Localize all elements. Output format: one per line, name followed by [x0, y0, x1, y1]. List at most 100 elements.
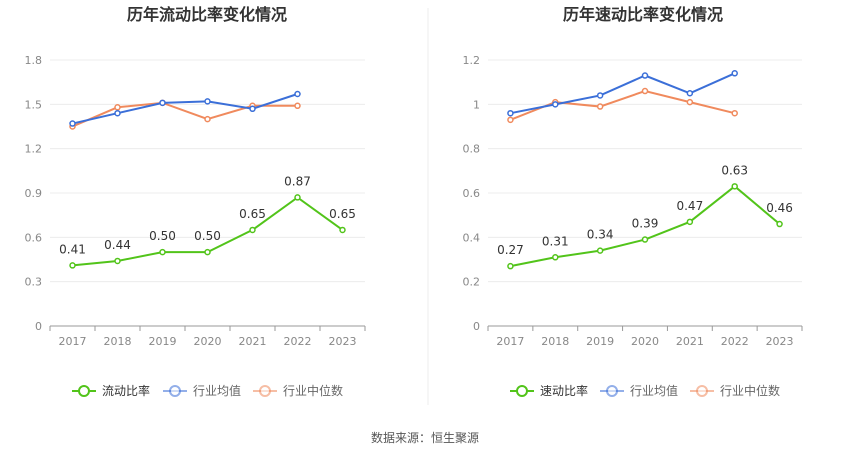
- legend-item-median: 行业中位数: [253, 383, 343, 398]
- data-point-median: [596, 103, 604, 110]
- legend-label: 行业均值: [630, 383, 678, 398]
- x-tick-label: 2019: [149, 335, 177, 348]
- data-label: 0.27: [497, 243, 524, 257]
- data-point-avg: [731, 70, 738, 77]
- data-point-company: [114, 257, 121, 265]
- legend-item-avg: 行业均值: [163, 383, 241, 398]
- x-tick-label: 2022: [284, 335, 312, 348]
- y-tick-label: 1.2: [25, 143, 43, 156]
- data-source-text: 数据来源：恒生聚源: [371, 430, 479, 445]
- data-label: 0.65: [329, 207, 356, 221]
- data-point-company: [249, 226, 256, 234]
- data-point-median: [731, 109, 738, 117]
- data-point-avg: [641, 72, 649, 79]
- data-point-avg: [204, 98, 211, 105]
- data-point-median: [507, 116, 514, 124]
- data-point-company: [731, 183, 738, 190]
- data-point-company: [776, 220, 783, 228]
- data-label: 0.87: [284, 174, 311, 188]
- y-tick-label: 0.4: [463, 231, 481, 244]
- data-point-company: [159, 248, 166, 256]
- data-label: 0.44: [104, 238, 131, 252]
- data-point-avg: [686, 90, 694, 97]
- legend-label: 行业中位数: [720, 383, 780, 398]
- data-point-median: [686, 98, 694, 106]
- data-label: 0.34: [587, 228, 614, 242]
- data-point-company: [552, 254, 559, 261]
- y-tick-label: 1.8: [25, 54, 43, 67]
- data-label: 0.31: [542, 234, 569, 248]
- x-tick-label: 2023: [329, 335, 357, 348]
- data-point-median: [114, 104, 121, 111]
- data-point-median: [641, 87, 649, 95]
- data-point-company: [294, 194, 301, 201]
- series-line-avg: [72, 93, 298, 125]
- data-point-avg: [507, 109, 514, 117]
- data-point-avg: [552, 101, 559, 108]
- data-label: 0.63: [721, 163, 748, 177]
- series-line-median: [510, 89, 735, 121]
- data-point-avg: [294, 90, 301, 98]
- data-point-company: [596, 247, 604, 254]
- x-tick-label: 2020: [631, 335, 659, 348]
- data-label: 0.39: [632, 217, 659, 231]
- legend-item-company: 速动比率: [510, 383, 588, 398]
- data-point-company: [204, 248, 211, 256]
- x-tick-label: 2018: [104, 335, 132, 348]
- y-tick-label: 0: [473, 320, 480, 333]
- y-tick-label: 0.3: [25, 276, 43, 289]
- data-point-median: [204, 115, 211, 123]
- data-label: 0.50: [194, 229, 221, 243]
- legend-swatch-marker: [606, 385, 618, 397]
- x-tick-label: 2018: [541, 335, 569, 348]
- y-tick-label: 0.8: [463, 143, 481, 156]
- x-tick-label: 2023: [766, 335, 794, 348]
- series-line-avg: [510, 72, 736, 115]
- x-tick-label: 2022: [721, 335, 749, 348]
- legend-label: 流动比率: [102, 383, 150, 398]
- x-tick-label: 2021: [239, 335, 267, 348]
- legend-swatch-marker: [516, 385, 528, 397]
- data-point-company: [507, 262, 514, 270]
- legend-label: 速动比率: [540, 383, 588, 398]
- chart-quick-ratio: 历年速动比率变化情况 0 0.2 0.4 0.6 0.8 1 1.2 2017 2018 2019 2…: [463, 5, 803, 398]
- data-label: 0.47: [676, 199, 703, 213]
- legend-label: 行业均值: [193, 383, 241, 398]
- data-point-avg: [249, 105, 256, 113]
- data-point-avg: [596, 92, 604, 99]
- legend-label: 行业中位数: [283, 383, 343, 398]
- series-line-median: [72, 101, 298, 128]
- legend-swatch-marker: [696, 385, 708, 397]
- data-point-avg: [159, 99, 166, 107]
- chart-current-ratio: 历年流动比率变化情况 0 0.3 0.6 0.9 1.2 1.5 1.8 2017 2018 201…: [25, 5, 366, 398]
- data-point-avg: [69, 120, 76, 127]
- data-point-company: [641, 236, 649, 243]
- legend-item-median: 行业中位数: [690, 383, 780, 398]
- data-point-company: [686, 218, 694, 226]
- y-tick-label: 0.2: [463, 276, 481, 289]
- chart-title: 历年速动比率变化情况: [563, 5, 723, 24]
- data-point-company: [339, 226, 346, 234]
- x-tick-label: 2019: [586, 335, 614, 348]
- y-tick-label: 0.6: [463, 187, 481, 200]
- data-point-company: [69, 262, 76, 269]
- legend-swatch-marker: [169, 385, 181, 397]
- x-tick-label: 2017: [59, 335, 87, 348]
- legend-item-avg: 行业均值: [600, 383, 678, 398]
- y-tick-label: 0: [35, 320, 42, 333]
- data-point-avg: [114, 109, 121, 117]
- chart-title: 历年流动比率变化情况: [127, 5, 287, 24]
- data-point-median: [294, 102, 301, 110]
- legend-item-company: 流动比率: [72, 383, 150, 398]
- x-tick-label: 2021: [676, 335, 704, 348]
- y-tick-label: 1.2: [463, 54, 481, 67]
- x-tick-label: 2017: [496, 335, 524, 348]
- y-tick-label: 1: [473, 98, 480, 111]
- legend-swatch-marker: [259, 385, 271, 397]
- data-label: 0.41: [59, 242, 86, 256]
- data-label: 0.65: [239, 207, 266, 221]
- y-tick-label: 0.9: [25, 187, 43, 200]
- x-tick-label: 2020: [194, 335, 222, 348]
- data-label: 0.50: [149, 229, 176, 243]
